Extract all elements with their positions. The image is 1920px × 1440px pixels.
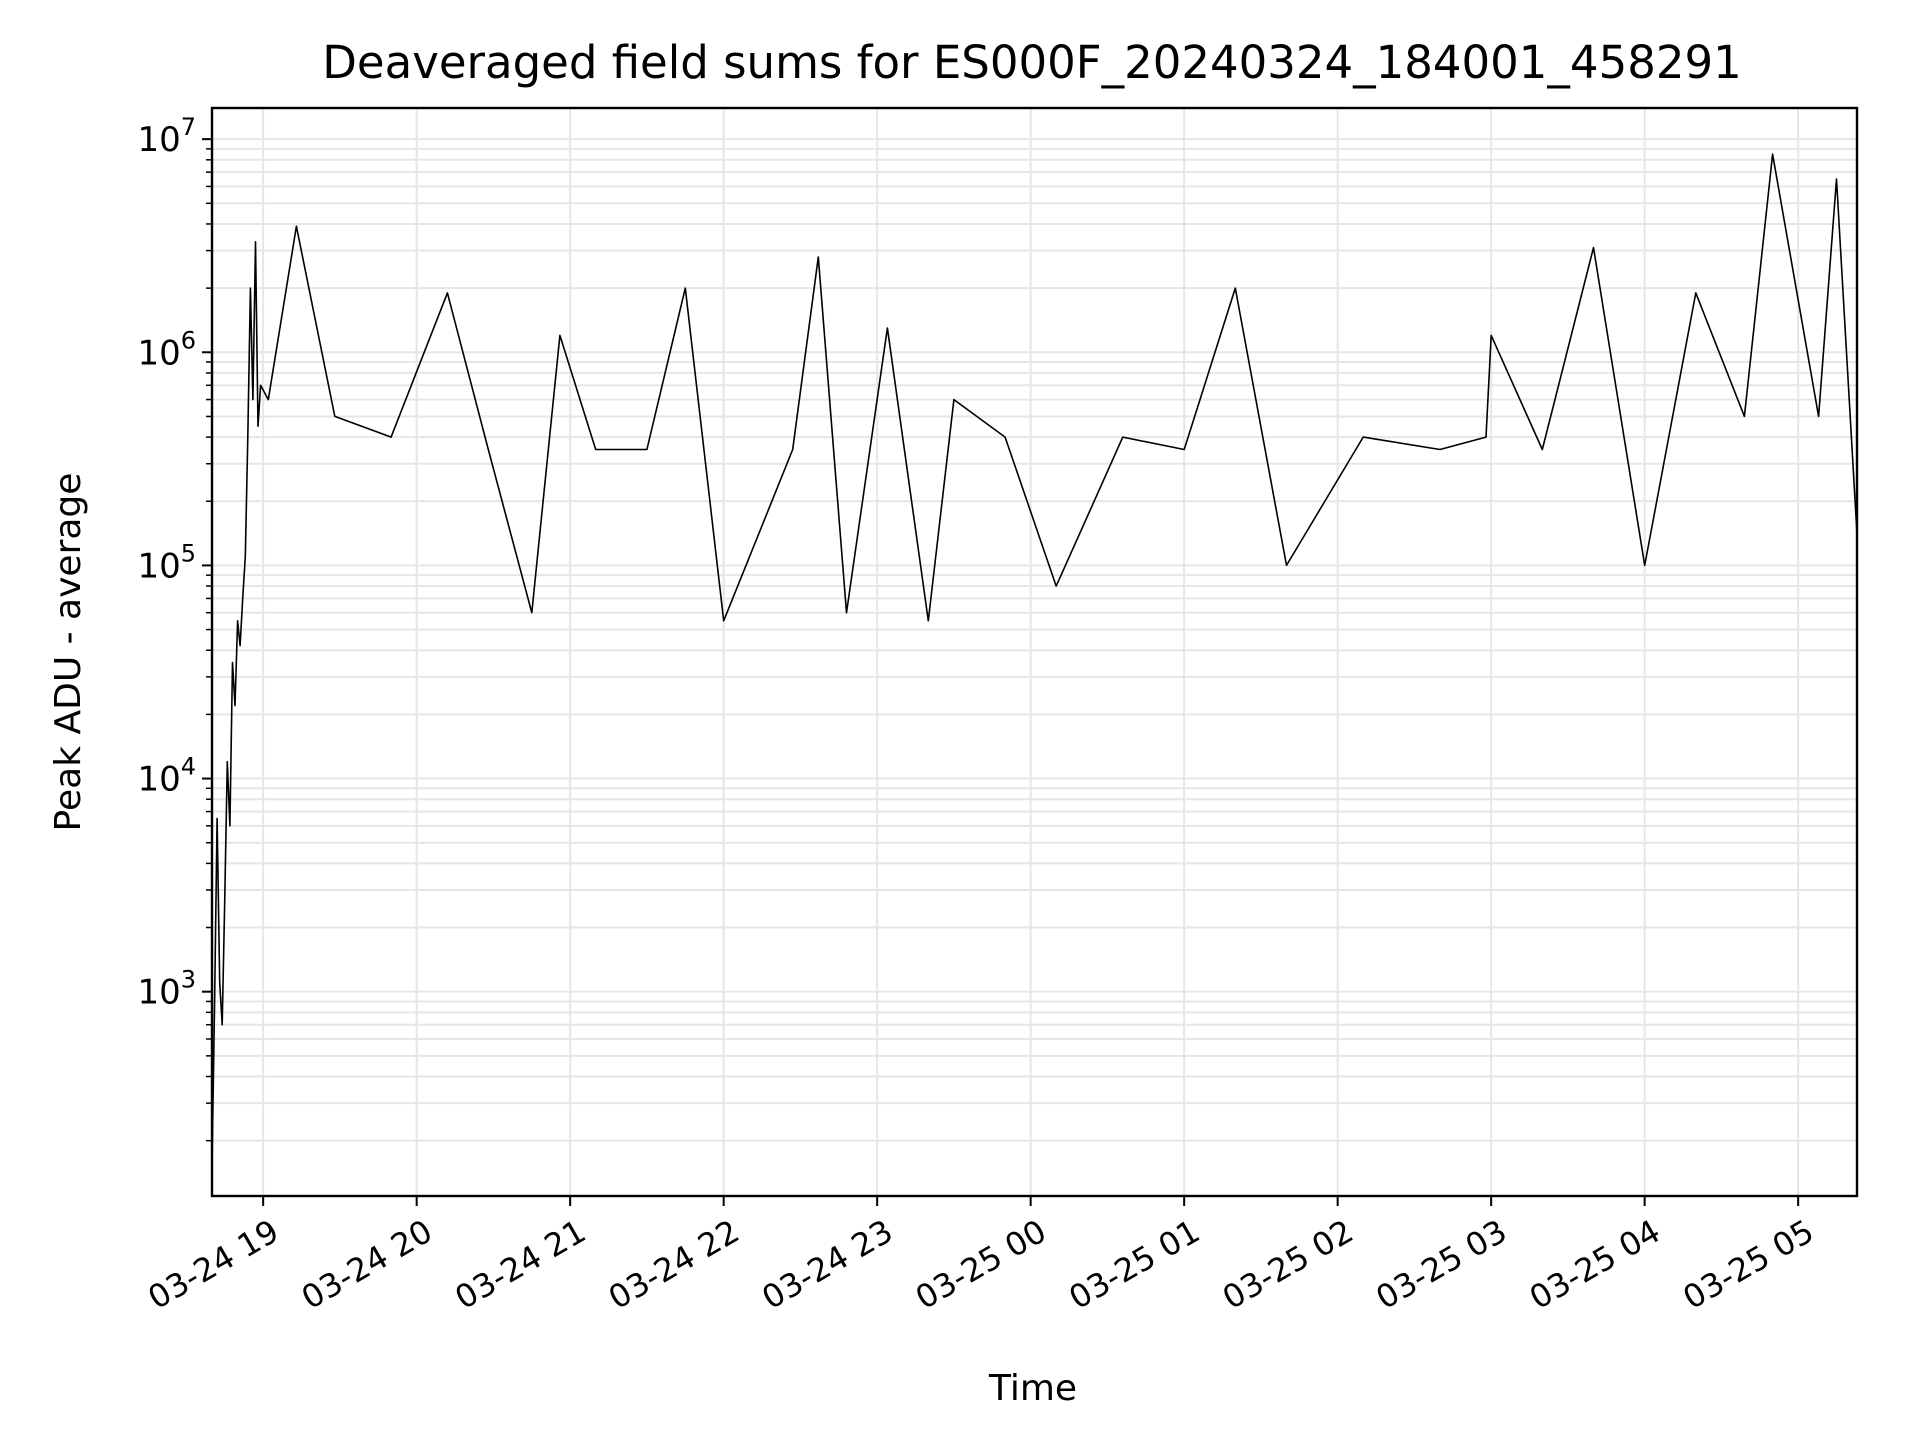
series-layer	[211, 153, 1858, 1168]
y-tick-label: 107	[137, 113, 196, 160]
grid-lines	[212, 108, 1857, 1196]
y-tick-label: 106	[137, 326, 196, 373]
series-line	[211, 153, 1858, 1168]
y-tick-label: 105	[137, 539, 196, 586]
x-axis-label: Time	[988, 1368, 1077, 1409]
y-tick-label: 104	[137, 753, 196, 800]
y-axis-label: Peak ADU - average	[48, 473, 89, 832]
plot-area-frame	[210, 106, 1859, 1198]
y-tick-label: 103	[137, 966, 196, 1013]
chart-title: Deaveraged field sums for ES000F_2024032…	[322, 36, 1741, 89]
